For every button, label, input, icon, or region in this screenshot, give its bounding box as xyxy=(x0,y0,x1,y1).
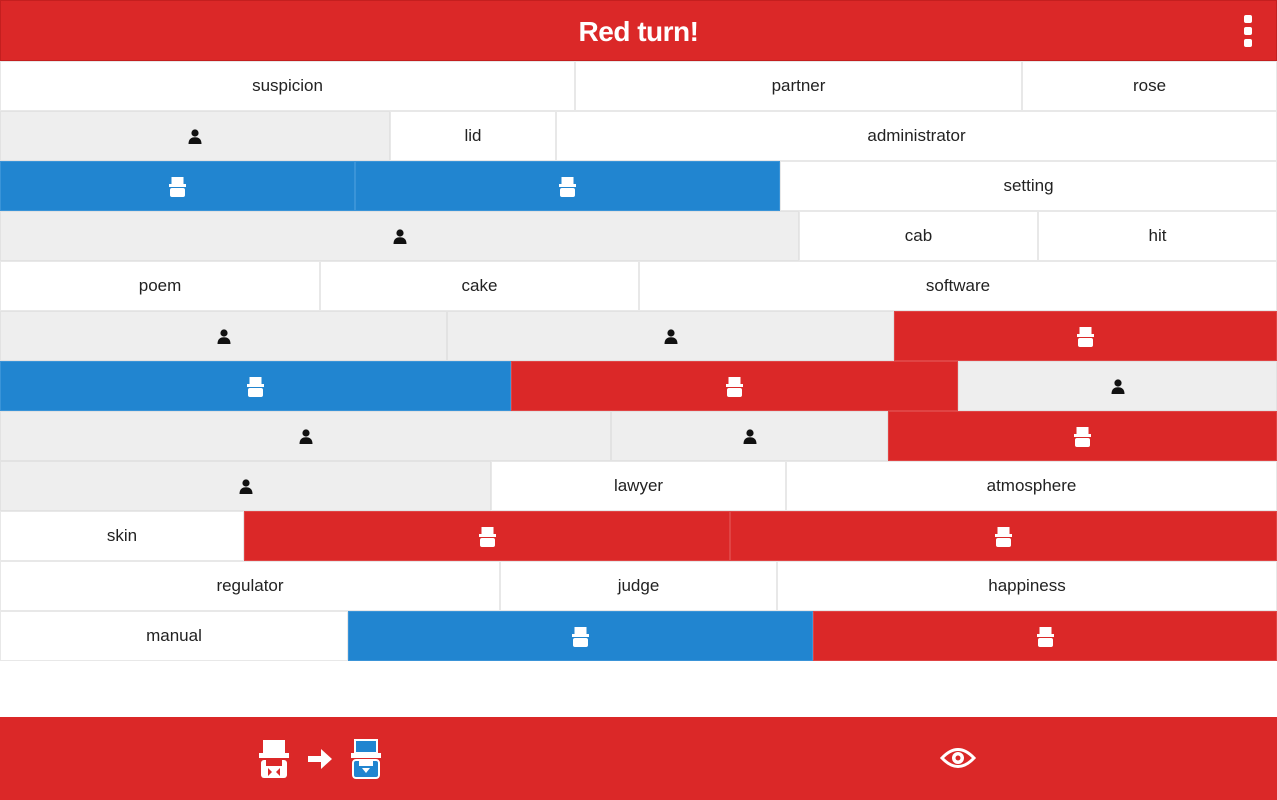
bottom-bar xyxy=(0,717,1277,800)
spy-icon xyxy=(168,176,187,197)
neutral-card[interactable] xyxy=(447,311,894,361)
blue-agent-card[interactable] xyxy=(355,161,780,211)
board-row xyxy=(0,411,1277,461)
red-agent-card[interactable] xyxy=(894,311,1277,361)
word-label: happiness xyxy=(988,576,1066,595)
person-icon xyxy=(1111,378,1125,394)
blue-agent-card[interactable] xyxy=(348,611,813,661)
spy-icon xyxy=(994,526,1013,547)
word-card[interactable]: atmosphere xyxy=(786,461,1277,511)
board-row: skin xyxy=(0,511,1277,561)
neutral-card[interactable] xyxy=(0,311,447,361)
board-row: manual xyxy=(0,611,1277,661)
word-label: lid xyxy=(464,126,482,145)
neutral-card[interactable] xyxy=(0,111,390,161)
word-card[interactable]: administrator xyxy=(556,111,1277,161)
red-agent-card[interactable] xyxy=(244,511,730,561)
word-label: skin xyxy=(106,526,138,545)
card-board: suspicion partner rose lid administrator sett… xyxy=(0,61,1277,661)
board-row: poem cake software xyxy=(0,261,1277,311)
person-icon xyxy=(239,478,253,494)
spy-icon xyxy=(478,526,497,547)
word-card[interactable]: cake xyxy=(320,261,639,311)
neutral-card[interactable] xyxy=(0,461,491,511)
word-label: poem xyxy=(138,276,182,295)
person-icon xyxy=(188,128,202,144)
word-card[interactable]: cab xyxy=(799,211,1038,261)
word-label: manual xyxy=(146,626,202,645)
blue-spy-icon xyxy=(351,739,381,779)
neutral-card[interactable] xyxy=(0,411,611,461)
board-row: cab hit xyxy=(0,211,1277,261)
spy-icon xyxy=(571,626,590,647)
word-card[interactable]: software xyxy=(639,261,1277,311)
word-card[interactable]: happiness xyxy=(777,561,1277,611)
board-row: lid administrator xyxy=(0,111,1277,161)
spy-icon xyxy=(1073,426,1092,447)
board-row xyxy=(0,311,1277,361)
word-label: administrator xyxy=(867,126,966,145)
word-label: rose xyxy=(1132,76,1167,95)
arrow-right-icon xyxy=(308,749,332,769)
blue-agent-card[interactable] xyxy=(0,361,511,411)
red-agent-card[interactable] xyxy=(730,511,1277,561)
turn-title: Red turn! xyxy=(578,16,699,47)
word-card[interactable]: judge xyxy=(500,561,777,611)
board-row xyxy=(0,361,1277,411)
word-card[interactable]: manual xyxy=(0,611,348,661)
neutral-card[interactable] xyxy=(611,411,888,461)
word-label: atmosphere xyxy=(986,476,1077,495)
blue-agent-card[interactable] xyxy=(0,161,355,211)
word-label: cab xyxy=(904,226,933,245)
word-card[interactable]: lid xyxy=(390,111,556,161)
person-icon xyxy=(743,428,757,444)
eye-icon[interactable] xyxy=(939,743,977,773)
word-card[interactable]: poem xyxy=(0,261,320,311)
red-agent-card[interactable] xyxy=(813,611,1277,661)
person-icon xyxy=(664,328,678,344)
person-icon xyxy=(217,328,231,344)
neutral-card[interactable] xyxy=(0,211,799,261)
word-card[interactable]: hit xyxy=(1038,211,1277,261)
word-label: judge xyxy=(617,576,660,595)
word-label: software xyxy=(925,276,991,295)
spy-icon xyxy=(246,376,265,397)
word-card[interactable]: rose xyxy=(1022,61,1277,111)
spy-icon xyxy=(725,376,744,397)
word-card[interactable]: partner xyxy=(575,61,1022,111)
board-row: setting xyxy=(0,161,1277,211)
spy-icon xyxy=(558,176,577,197)
word-label: partner xyxy=(771,76,826,95)
switch-team-button[interactable] xyxy=(258,737,382,781)
word-label: hit xyxy=(1148,226,1167,245)
red-spy-icon xyxy=(259,740,289,778)
word-card[interactable]: regulator xyxy=(0,561,500,611)
word-card[interactable]: skin xyxy=(0,511,244,561)
word-card[interactable]: suspicion xyxy=(0,61,575,111)
spy-icon xyxy=(1036,626,1055,647)
person-icon xyxy=(393,228,407,244)
word-label: cake xyxy=(461,276,498,295)
board-row: suspicion partner rose xyxy=(0,61,1277,111)
person-icon xyxy=(299,428,313,444)
word-label: setting xyxy=(1003,176,1054,195)
red-agent-card[interactable] xyxy=(511,361,958,411)
spy-icon xyxy=(1076,326,1095,347)
word-card[interactable]: lawyer xyxy=(491,461,786,511)
word-card[interactable]: setting xyxy=(780,161,1277,211)
neutral-card[interactable] xyxy=(958,361,1277,411)
board-row: regulator judge happiness xyxy=(0,561,1277,611)
more-vert-icon[interactable] xyxy=(1242,15,1254,47)
word-label: lawyer xyxy=(613,476,664,495)
red-agent-card[interactable] xyxy=(888,411,1277,461)
word-label: regulator xyxy=(216,576,284,595)
board-row: lawyer atmosphere xyxy=(0,461,1277,511)
word-label: suspicion xyxy=(252,76,323,95)
top-bar: Red turn! xyxy=(0,0,1277,61)
